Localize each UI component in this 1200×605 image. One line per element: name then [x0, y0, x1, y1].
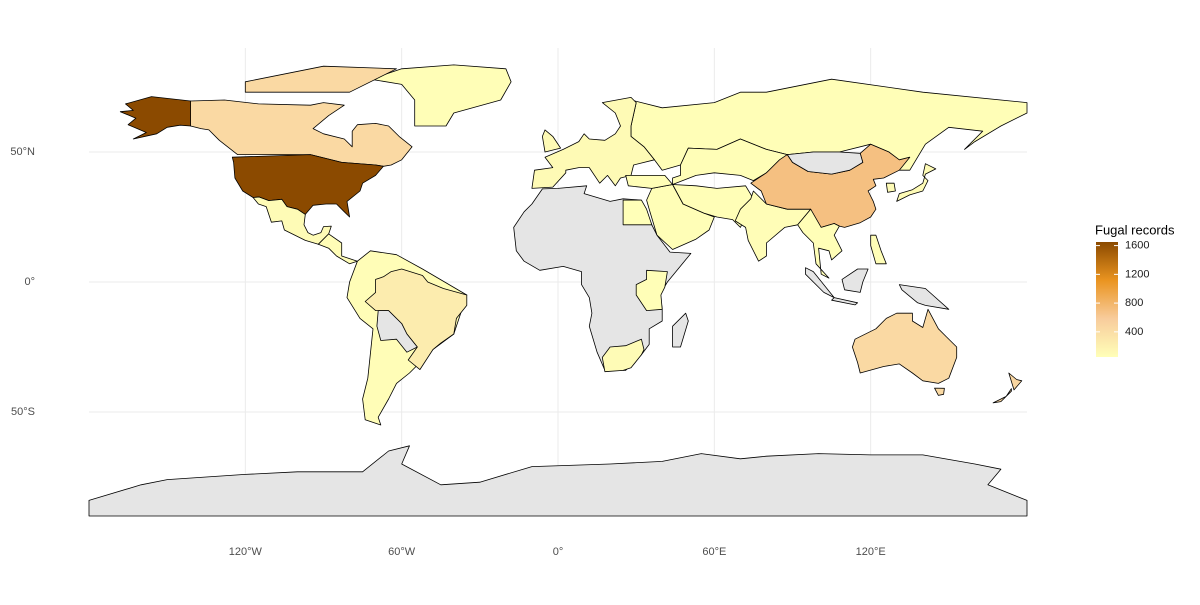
country — [531, 97, 655, 189]
country-no-data — [898, 284, 950, 310]
country — [542, 129, 561, 153]
country — [635, 269, 668, 312]
country — [119, 96, 192, 140]
y-tick-label: 50°S — [11, 406, 35, 418]
country — [992, 388, 1012, 404]
x-tick-label: 60°W — [388, 546, 416, 558]
country — [244, 65, 397, 93]
country — [1008, 372, 1023, 391]
country — [934, 387, 945, 396]
country — [364, 268, 468, 371]
country-no-data — [672, 312, 689, 348]
country — [369, 64, 512, 127]
x-tick-label: 120°W — [229, 546, 263, 558]
country-no-data — [805, 267, 835, 299]
country — [625, 174, 673, 189]
country — [672, 138, 788, 185]
x-tick-label: 60°E — [702, 546, 726, 558]
legend-tick-label: 1200 — [1125, 268, 1149, 280]
legend-colorbar — [1096, 242, 1118, 357]
country — [601, 338, 645, 373]
x-tick-label: 120°E — [856, 546, 886, 558]
country-no-data — [88, 445, 1028, 517]
country-no-data — [841, 268, 869, 293]
country — [252, 196, 332, 245]
country — [317, 233, 358, 265]
axes: 120°W 60°W 0° 60°E 120°E 50°N 0° 50°S — [10, 146, 885, 558]
x-tick-label: 0° — [553, 546, 564, 558]
y-tick-label: 50°N — [10, 146, 35, 158]
country — [231, 154, 384, 218]
country-no-data — [376, 310, 418, 353]
country — [797, 208, 843, 279]
land — [88, 64, 1028, 517]
legend-tick-label: 800 — [1125, 297, 1143, 309]
country — [672, 184, 754, 228]
legend-tick-label: 1600 — [1125, 240, 1149, 252]
country-no-data — [786, 151, 864, 175]
country — [896, 163, 937, 202]
y-tick-label: 0° — [24, 276, 35, 288]
legend: Fugal records 400 800 1200 1600 — [1095, 222, 1175, 357]
country — [870, 234, 887, 265]
country-no-data — [831, 297, 858, 306]
country — [622, 199, 653, 226]
country — [190, 99, 413, 167]
legend-title: Fugal records — [1095, 222, 1175, 237]
country — [852, 308, 958, 384]
legend-tick-label: 400 — [1125, 326, 1143, 338]
country — [885, 182, 896, 193]
